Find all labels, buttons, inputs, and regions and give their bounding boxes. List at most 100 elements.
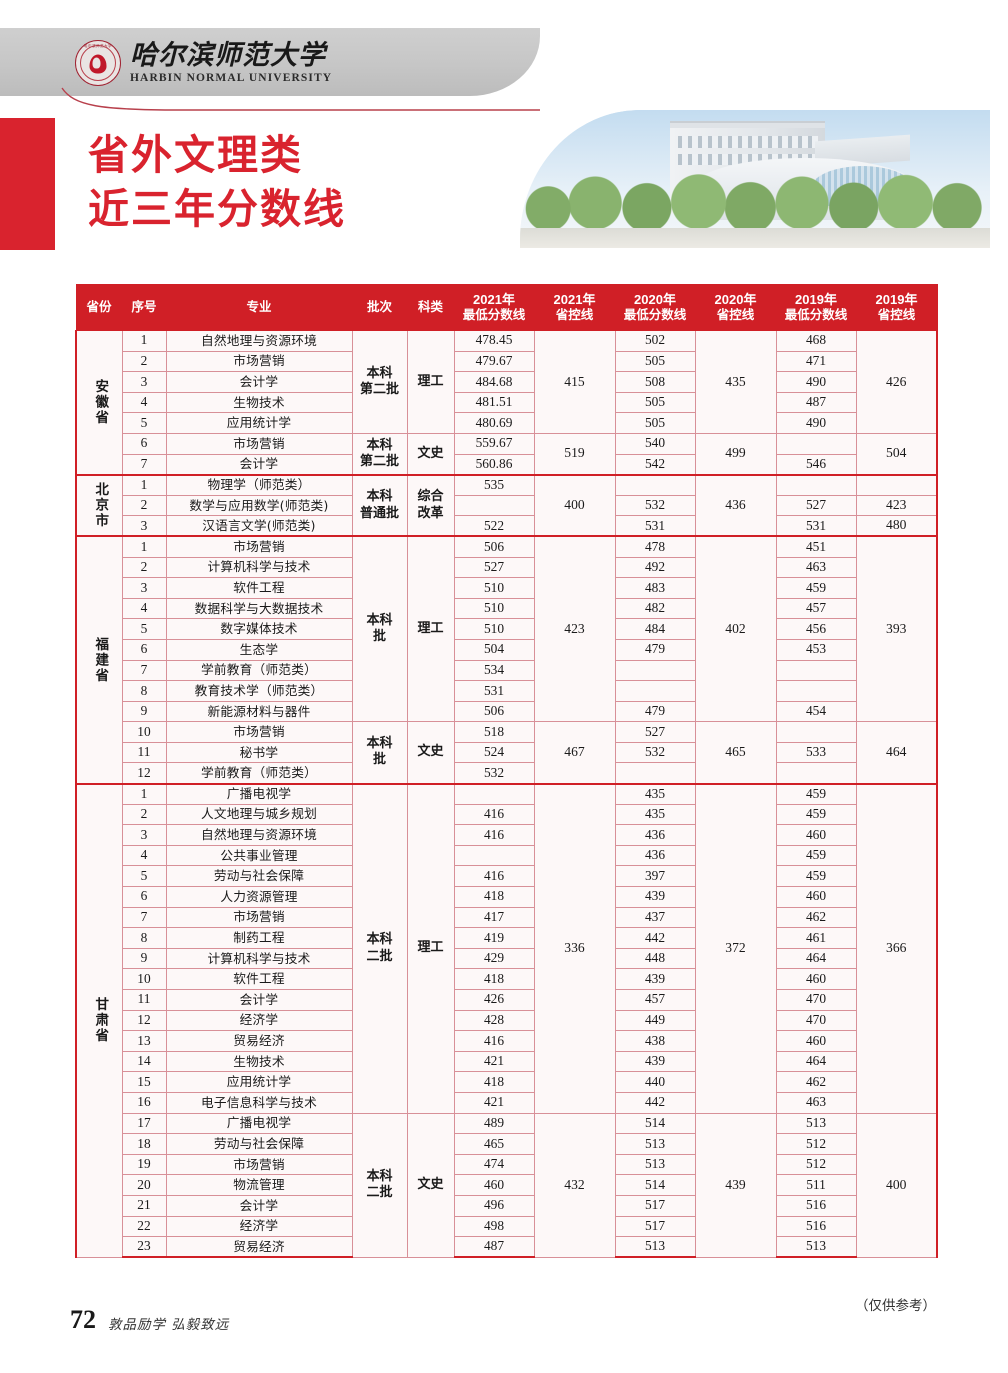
score-2020-cell: 532 (614, 494, 696, 517)
batch-cell: 本科 第二批 (351, 330, 408, 434)
row-number-cell: 3 (121, 577, 167, 599)
score-2021-cell: 489 (453, 1112, 535, 1135)
ctrl-2019-cell: 504 (855, 432, 938, 476)
ctrl-2020-cell: 439 (694, 1112, 777, 1258)
table-row: 8 制药工程 419 442 461 (76, 927, 937, 949)
table-row: 22 经济学 498 517 516 (76, 1215, 937, 1238)
photo-window-row (678, 136, 818, 148)
table-row: 7 会计学 560.86 542 546 (76, 453, 937, 476)
table-row: 3 汉语言文学(师范类) 522 531 531 480 (76, 515, 938, 537)
ctrl-2021-cell: 519 (533, 432, 616, 476)
table-row: 16 电子信息科学与技术 421 442 463 (76, 1091, 937, 1114)
score-2021-cell: 559.67 (453, 432, 535, 455)
table-row: 2 计算机科学与技术 527 492 463 (76, 556, 937, 579)
major-cell: 教育技术学（师范类） (165, 680, 353, 702)
col-header-ctrl-2019-text: 省控线 (877, 306, 916, 322)
province-cell: 甘肃省 (75, 782, 123, 1258)
major-cell: 贸易经济 (165, 1030, 353, 1052)
col-header-score-2021-text: 最低分数线 (462, 306, 526, 322)
major-cell: 汉语言文学(师范类) (165, 515, 353, 537)
major-cell: 自然地理与资源环境 (165, 824, 353, 846)
seal-text: 哈尔滨师范大学 (84, 44, 112, 48)
col-header-score-2020-year: 2020年 (634, 292, 676, 308)
score-2021-cell: 480.69 (453, 412, 535, 434)
row-number-cell: 1 (121, 535, 167, 558)
major-cell: 应用统计学 (165, 1071, 353, 1093)
row-number-cell: 14 (121, 1050, 167, 1073)
score-2021-cell: 465 (453, 1133, 535, 1155)
score-table: 省份 序号 专业 批次 科类 2021年 最低分数线 2021年 省控线 202… (75, 284, 938, 1259)
score-2021-cell: 518 (453, 721, 535, 743)
col-header-score-2019: 2019年 最低分数线 (775, 284, 857, 331)
score-2020-cell: 457 (614, 989, 696, 1011)
table-row: 4 生物技术 481.51 505 487 (76, 391, 937, 414)
row-number-cell: 5 (121, 412, 167, 434)
score-2020-cell: 449 (614, 1009, 696, 1032)
ctrl-2020-cell: 436 (694, 473, 777, 537)
table-row: 2 数学与应用数学(师范类) 532 527 423 (76, 494, 938, 517)
score-2019-cell (775, 680, 857, 702)
table-row: 5 劳动与社会保障 416 397 459 (76, 865, 937, 888)
ctrl-2019-cell: 464 (855, 721, 938, 785)
title-accent-block (0, 118, 55, 250)
score-2019-cell: 456 (775, 618, 857, 640)
table-row: 20 物流管理 460 514 511 (76, 1174, 937, 1196)
major-cell: 物理学（师范类） (165, 473, 353, 496)
score-2021-cell: 532 (453, 762, 535, 785)
score-2019-cell: 460 (775, 1030, 857, 1052)
score-2021-cell: 522 (453, 515, 535, 537)
table-row: 12 经济学 428 449 470 (76, 1009, 937, 1032)
score-2021-cell: 428 (453, 1009, 535, 1032)
category-cell: 理工 (406, 535, 455, 723)
col-header-ctrl-2020-text: 省控线 (716, 306, 755, 322)
score-2021-cell: 416 (453, 824, 535, 846)
score-2021-cell: 474 (453, 1153, 535, 1176)
batch-cell: 本科 二批 (351, 1112, 408, 1258)
table-row: 6 市场营销 本科 第二批 文史 559.67 519 540 499 504 (76, 432, 938, 476)
major-cell: 计算机科学与技术 (165, 947, 353, 970)
table-row: 10 软件工程 418 439 460 (76, 968, 937, 990)
score-2021-cell: 421 (453, 1050, 535, 1073)
score-2021-cell: 416 (453, 865, 535, 888)
row-number-cell: 3 (121, 824, 167, 846)
row-number-cell: 19 (121, 1153, 167, 1176)
col-header-score-2021-year: 2021年 (473, 292, 515, 308)
table-row: 11 会计学 426 457 470 (76, 989, 937, 1011)
major-cell: 新能源材料与器件 (165, 700, 353, 723)
reference-note: （仅供参考） (855, 1298, 936, 1314)
category-cell: 文史 (406, 432, 455, 476)
score-2020-cell: 517 (614, 1215, 696, 1238)
row-number-cell: 22 (121, 1215, 167, 1238)
col-header-score-2021: 2021年 最低分数线 (453, 284, 535, 331)
score-2020-cell: 436 (614, 844, 696, 867)
table-row: 8 教育技术学（师范类） 531 (76, 680, 937, 702)
row-number-cell: 2 (121, 556, 167, 579)
major-cell: 市场营销 (165, 906, 353, 929)
ctrl-2019-cell: 423 (855, 494, 938, 517)
score-2021-cell: 478.45 (453, 330, 535, 352)
ctrl-2021-cell: 423 (533, 535, 616, 723)
score-2020-cell: 514 (614, 1174, 696, 1196)
row-number-cell: 9 (121, 947, 167, 970)
table-row: 6 人力资源管理 418 439 460 (76, 886, 937, 908)
row-number-cell: 8 (121, 680, 167, 702)
score-2020-cell (614, 659, 696, 682)
table-row: 7 市场营销 417 437 462 (76, 906, 937, 929)
score-2020-cell: 532 (614, 741, 696, 764)
ctrl-2019-cell: 366 (855, 782, 938, 1114)
score-2020-cell: 505 (614, 350, 696, 373)
ctrl-2021-cell: 415 (533, 330, 616, 434)
col-header-ctrl-2021: 2021年 省控线 (533, 284, 616, 331)
major-cell: 市场营销 (165, 1153, 353, 1176)
major-cell: 广播电视学 (165, 782, 353, 805)
col-header-score-2020-text: 最低分数线 (623, 306, 687, 322)
col-header-ctrl-2020: 2020年 省控线 (694, 284, 777, 331)
ctrl-2019-cell (855, 473, 938, 496)
table-row: 7 学前教育（师范类） 534 (76, 659, 937, 682)
score-2021-cell: 426 (453, 989, 535, 1011)
score-2020-cell: 517 (614, 1194, 696, 1217)
major-cell: 生物技术 (165, 391, 353, 414)
score-2020-cell: 540 (614, 432, 696, 455)
row-number-cell: 11 (121, 741, 167, 764)
col-header-no: 序号 (121, 284, 167, 331)
